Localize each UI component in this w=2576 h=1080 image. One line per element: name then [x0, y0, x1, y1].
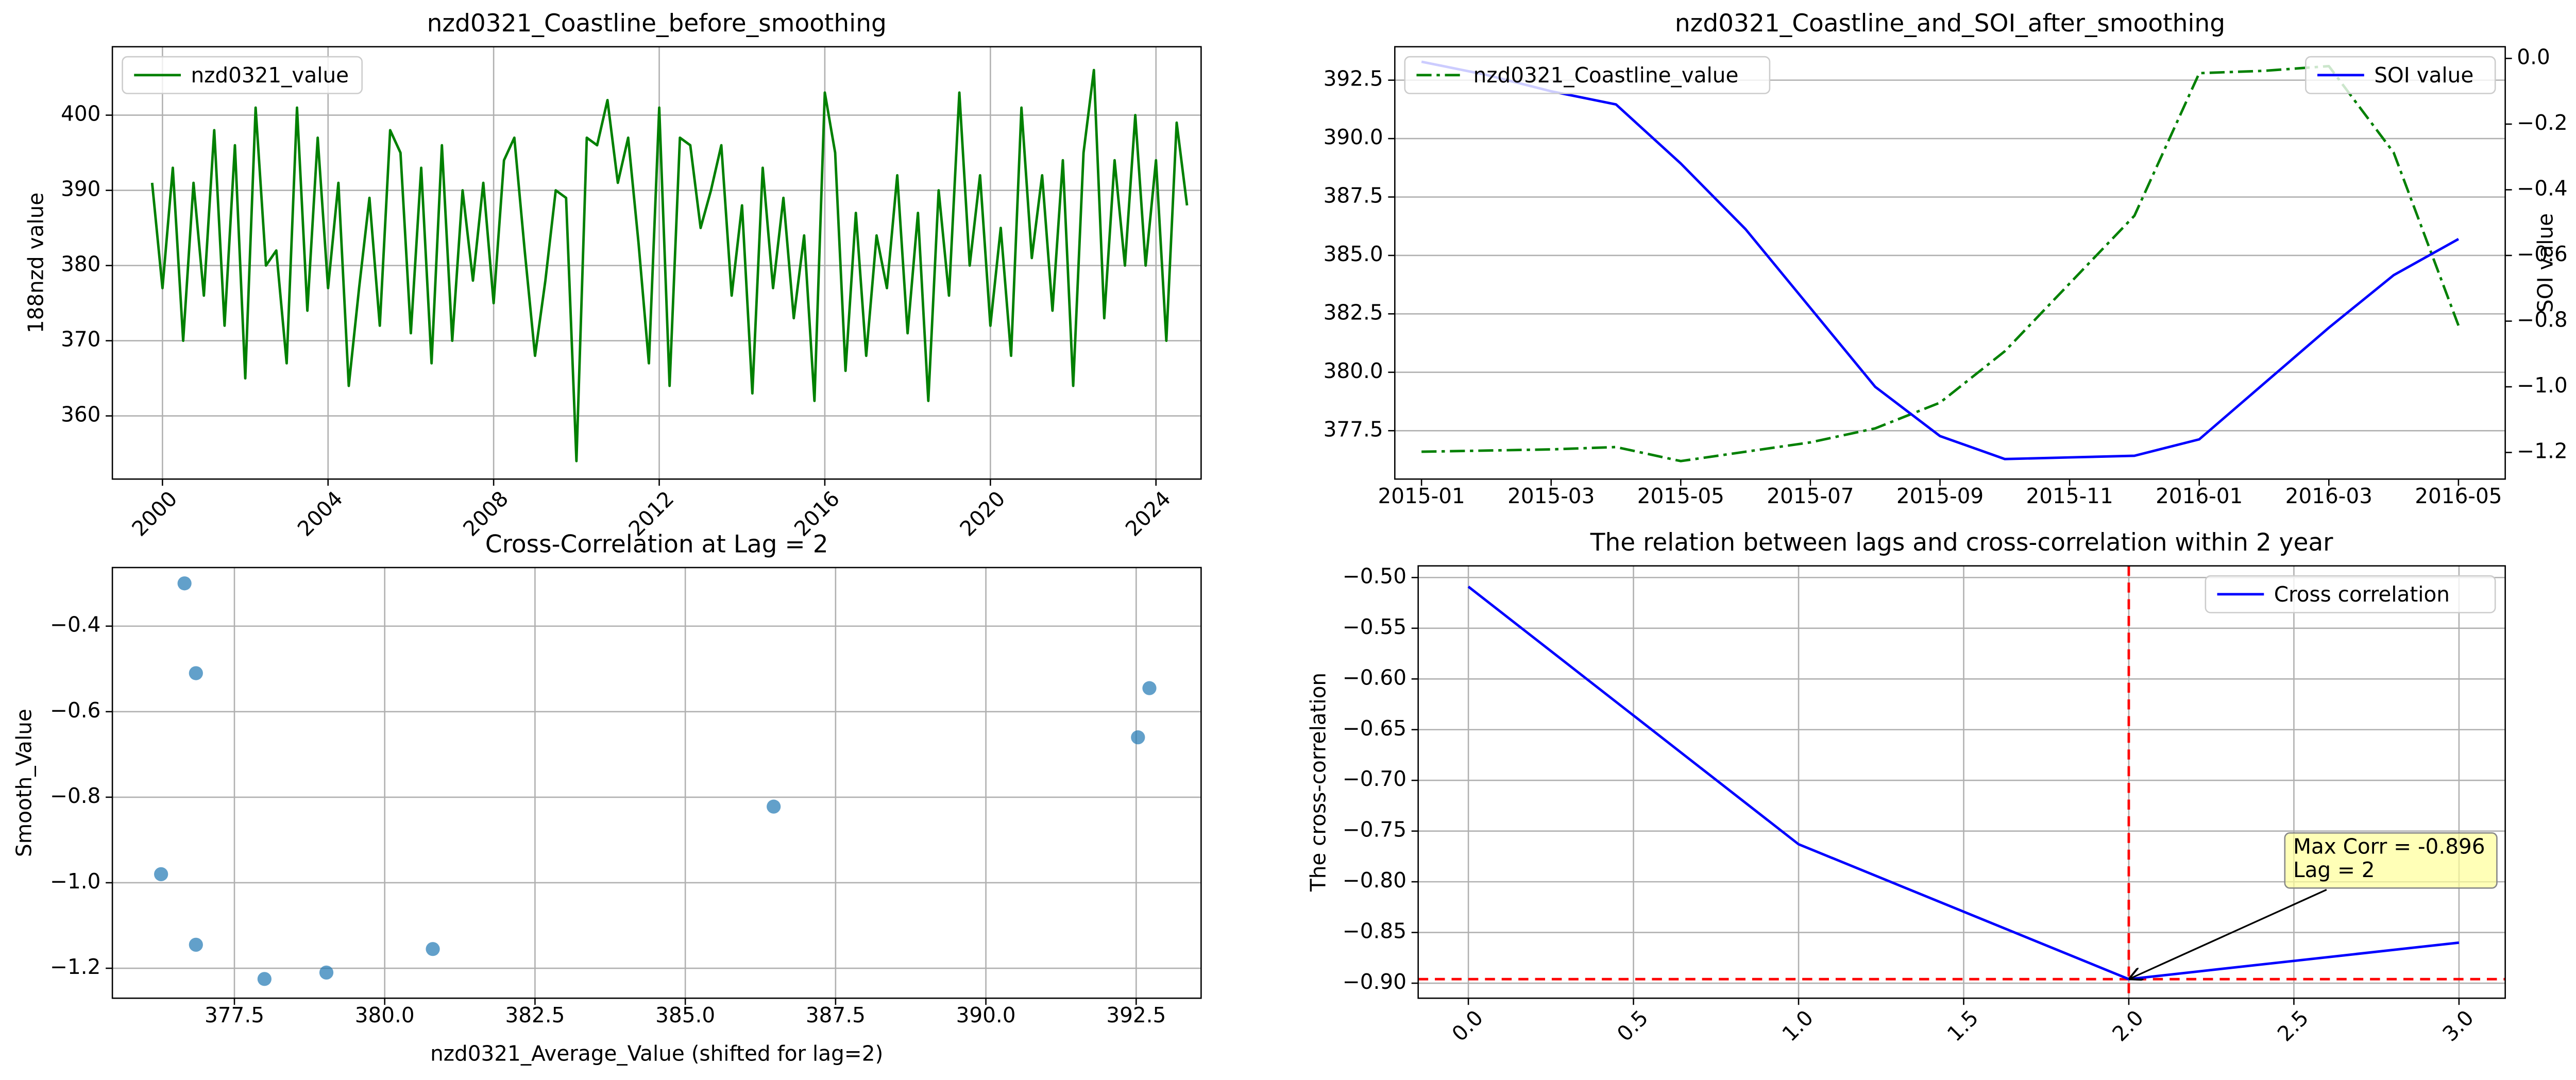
x-tick-label: 2015-07	[1767, 484, 1854, 508]
y2-tick-label: −0.2	[2517, 110, 2567, 135]
y-tick-label: −0.50	[1343, 563, 1406, 588]
plot-frame	[1417, 565, 2506, 999]
x-tick-label: 2016-03	[2285, 484, 2372, 508]
y-tick-label: −0.55	[1343, 614, 1406, 639]
x-tick-label: 2015-03	[1507, 484, 1595, 508]
annotation-text: Max Corr = -0.896	[2293, 834, 2485, 859]
x-tick-label: 380.0	[355, 1003, 415, 1027]
legend-box	[122, 56, 363, 94]
scatter-point	[257, 972, 272, 986]
y-tick-label: −0.8	[50, 783, 100, 808]
y-axis-label: Smooth_Value	[12, 709, 37, 857]
line-series	[1421, 60, 2460, 460]
x-tick-label: 392.5	[1106, 1003, 1166, 1027]
chart-title: nzd0321_Coastline_before_smoothing	[427, 9, 887, 38]
y-tick-label: −0.65	[1343, 716, 1406, 741]
x-tick-label: 2015-11	[2026, 484, 2113, 508]
y-tick-label: 390.0	[1324, 125, 1383, 149]
y-tick-label: 385.0	[1324, 242, 1383, 266]
y-tick-label: 380.0	[1324, 358, 1383, 383]
y-tick-label: −0.6	[50, 698, 100, 723]
y-tick-label: −0.80	[1343, 868, 1406, 893]
y-tick-label: 382.5	[1324, 300, 1383, 324]
chart-title: nzd0321_Coastline_and_SOI_after_smoothin…	[1675, 9, 2225, 38]
scatter-point	[426, 942, 440, 956]
y-axis-label: The cross-correlation	[1306, 673, 1330, 892]
scatter-point	[767, 799, 781, 814]
annotation-text: Lag = 2	[2293, 858, 2375, 882]
x-tick-label: 2015-09	[1896, 484, 1984, 508]
y-tick-label: −0.75	[1343, 817, 1406, 842]
scatter-point	[319, 965, 334, 980]
legend-box	[2205, 575, 2496, 613]
y-tick-label: −1.0	[50, 869, 100, 894]
plot-frame	[1394, 46, 2506, 480]
legend-label: nzd0321_value	[191, 63, 349, 88]
y-tick-label: −0.4	[50, 612, 100, 637]
y-tick-label: 387.5	[1324, 183, 1383, 208]
y2-axis-label: SOI value	[2533, 213, 2558, 313]
y-tick-label: −0.70	[1343, 766, 1406, 791]
y-tick-label: −0.90	[1343, 969, 1406, 994]
y-tick-label: 392.5	[1324, 66, 1383, 91]
chart-title: Cross-Correlation at Lag = 2	[485, 530, 828, 558]
scatter-point	[1131, 730, 1145, 745]
x-tick-label: 385.0	[655, 1003, 715, 1027]
y-axis-label: 188nzd value	[23, 193, 48, 333]
y-tick-label: −0.85	[1343, 919, 1406, 944]
y2-tick-label: 0.0	[2517, 44, 2550, 69]
legend-label: SOI value	[2374, 63, 2473, 88]
y-tick-label: 360	[61, 402, 100, 427]
x-tick-label: 382.5	[505, 1003, 565, 1027]
y-tick-label: 390	[61, 177, 100, 201]
legend-label: nzd0321_Coastline_value	[1473, 63, 1739, 88]
y2-tick-label: −0.4	[2517, 176, 2567, 200]
x-tick-label: 2015-01	[1378, 484, 1465, 508]
annotation-arrow	[2129, 889, 2327, 980]
scatter-point	[1142, 681, 1157, 695]
y-tick-label: −0.60	[1343, 665, 1406, 690]
y-tick-label: 377.5	[1324, 417, 1383, 441]
plot-frame	[111, 46, 1202, 480]
scatter-point	[154, 867, 168, 881]
y2-tick-label: −0.6	[2517, 242, 2567, 266]
y-tick-label: 400	[61, 101, 100, 126]
x-tick-label: 2016-01	[2156, 484, 2243, 508]
legend-label: Cross correlation	[2274, 582, 2450, 607]
y-tick-label: 380	[61, 252, 100, 277]
y-tick-label: 370	[61, 327, 100, 352]
legend-box	[1404, 56, 1771, 94]
y2-tick-label: −1.0	[2517, 373, 2567, 398]
scatter-point	[189, 937, 203, 952]
y-tick-label: −1.2	[50, 954, 100, 979]
legend-box	[2305, 56, 2496, 94]
line-series	[150, 68, 1189, 462]
scatter-point	[177, 576, 192, 591]
line-series	[1467, 586, 2460, 981]
x-tick-label: 2015-05	[1637, 484, 1724, 508]
x-tick-label: 2016-05	[2415, 484, 2502, 508]
scatter-point	[189, 666, 203, 680]
annotation-box	[2284, 832, 2498, 889]
plot-frame	[111, 567, 1202, 999]
x-axis-label: nzd0321_Average_Value (shifted for lag=2…	[430, 1041, 883, 1066]
x-tick-label: 387.5	[806, 1003, 866, 1027]
y2-tick-label: −1.2	[2517, 439, 2567, 464]
y2-tick-label: −0.8	[2517, 307, 2567, 332]
chart-title: The relation between lags and cross-corr…	[1590, 528, 2333, 557]
x-tick-label: 377.5	[205, 1003, 264, 1027]
line-series	[1421, 64, 2460, 462]
x-tick-label: 390.0	[956, 1003, 1016, 1027]
